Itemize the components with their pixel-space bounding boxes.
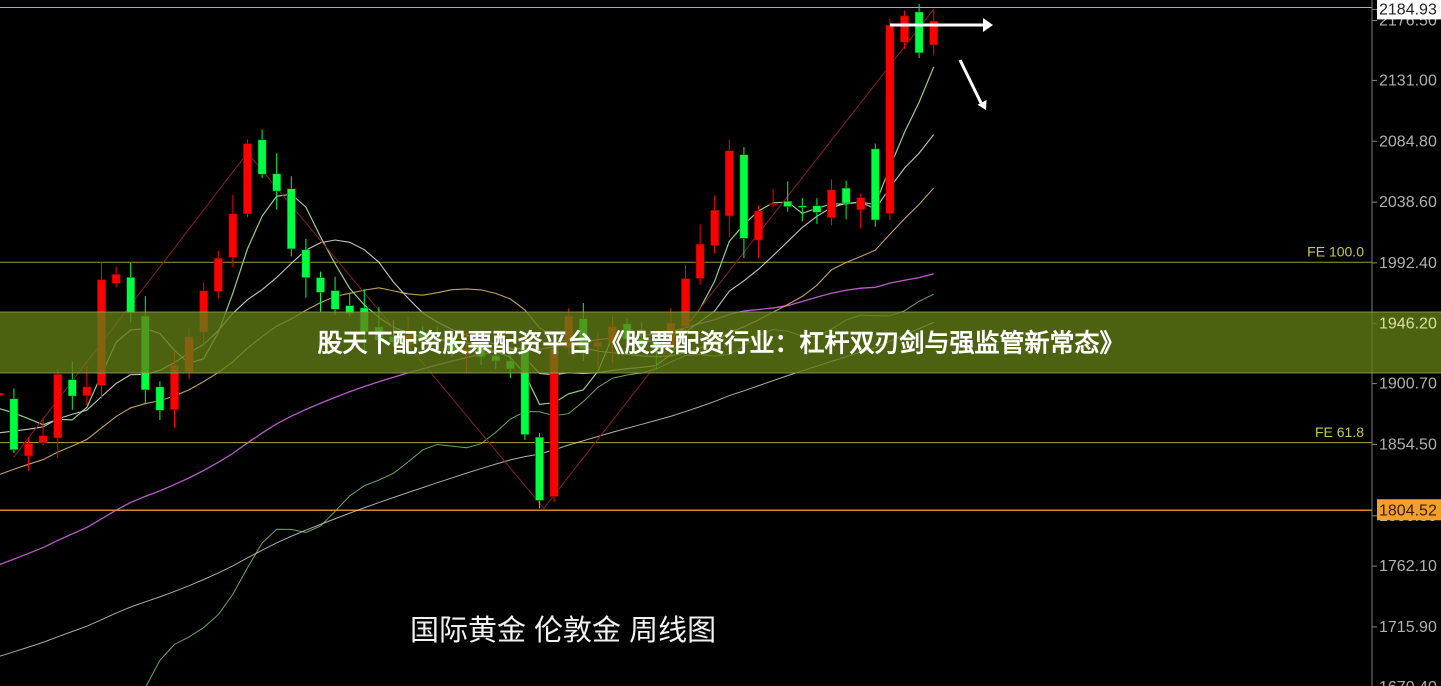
svg-text:1762.10: 1762.10 [1379, 558, 1437, 575]
svg-text:FE 61.8: FE 61.8 [1315, 424, 1364, 440]
svg-text:1992.40: 1992.40 [1379, 255, 1437, 272]
svg-text:1946.20: 1946.20 [1379, 316, 1437, 333]
svg-text:1804.52: 1804.52 [1379, 502, 1437, 519]
svg-text:2038.60: 2038.60 [1379, 194, 1437, 211]
svg-text:1715.90: 1715.90 [1379, 619, 1437, 636]
svg-text:FE 100.0: FE 100.0 [1307, 244, 1364, 260]
svg-text:国际黄金 伦敦金 周线图: 国际黄金 伦敦金 周线图 [410, 614, 716, 647]
svg-text:2184.93: 2184.93 [1379, 1, 1437, 18]
svg-text:1670.40: 1670.40 [1379, 679, 1437, 686]
svg-text:1900.70: 1900.70 [1379, 376, 1437, 393]
svg-text:2131.00: 2131.00 [1379, 72, 1437, 89]
svg-text:2084.80: 2084.80 [1379, 133, 1437, 150]
svg-text:股天下配资股票配资平台 《股票配资行业：杠杆双刃剑与强监管新: 股天下配资股票配资平台 《股票配资行业：杠杆双刃剑与强监管新常态》 [318, 329, 1125, 358]
svg-text:1854.50: 1854.50 [1379, 436, 1437, 453]
